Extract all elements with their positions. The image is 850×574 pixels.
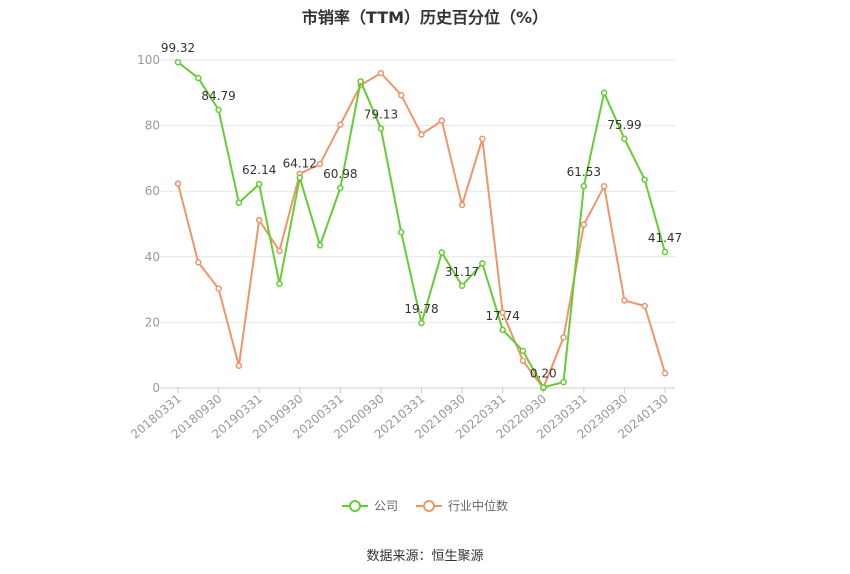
data-point-company bbox=[458, 282, 466, 290]
data-point-company bbox=[357, 78, 364, 85]
data-point-company bbox=[174, 58, 182, 66]
data-label: 99.32 bbox=[161, 41, 195, 55]
data-point-company bbox=[479, 260, 486, 267]
y-tick-label: 20 bbox=[145, 315, 160, 329]
data-point-company bbox=[377, 125, 385, 132]
data-point-industry bbox=[174, 180, 182, 187]
data-label: 62.14 bbox=[242, 163, 276, 177]
data-point-industry bbox=[377, 69, 385, 77]
data-point-company bbox=[296, 174, 303, 181]
data-point-company bbox=[519, 347, 527, 355]
data-point-industry bbox=[519, 357, 527, 365]
data-label: 17.74 bbox=[485, 309, 519, 323]
data-point-company bbox=[195, 74, 202, 82]
data-point-industry bbox=[580, 221, 588, 228]
data-label: 61.53 bbox=[567, 165, 601, 179]
data-point-company bbox=[641, 176, 648, 183]
data-point-industry bbox=[458, 201, 466, 209]
data-point-industry bbox=[499, 309, 506, 316]
legend-industry-label: 行业中位数 bbox=[448, 499, 509, 513]
data-label: 41.47 bbox=[648, 231, 682, 245]
data-label: 31.17 bbox=[445, 265, 479, 279]
y-tick-label: 0 bbox=[152, 381, 160, 395]
y-tick-label: 80 bbox=[145, 119, 160, 133]
data-label: 75.99 bbox=[607, 118, 641, 132]
data-point-industry bbox=[600, 183, 608, 190]
data-point-company bbox=[540, 384, 547, 391]
data-label: 84.79 bbox=[201, 89, 235, 103]
data-point-company bbox=[337, 184, 344, 192]
legend-item-industry[interactable]: 行业中位数 bbox=[416, 497, 508, 514]
data-label: 0.20 bbox=[530, 366, 557, 380]
data-point-industry bbox=[661, 369, 669, 377]
y-tick-label: 40 bbox=[145, 250, 160, 264]
data-point-industry bbox=[195, 259, 202, 266]
data-point-company bbox=[580, 182, 588, 190]
data-point-industry bbox=[397, 91, 405, 99]
legend: 公司 行业中位数 bbox=[0, 497, 850, 514]
data-point-industry bbox=[235, 362, 243, 369]
data-point-company bbox=[600, 89, 608, 97]
series-lines bbox=[174, 58, 669, 392]
data-label: 64.12 bbox=[283, 157, 317, 171]
data-point-industry bbox=[560, 334, 567, 341]
data-point-company bbox=[255, 180, 263, 188]
data-point-company bbox=[397, 228, 405, 236]
data-point-company bbox=[316, 242, 324, 249]
data-point-company bbox=[235, 199, 243, 206]
data-point-industry bbox=[621, 297, 628, 304]
legend-company-label: 公司 bbox=[373, 499, 398, 513]
data-point-industry bbox=[276, 247, 283, 255]
y-tick-label: 100 bbox=[137, 53, 160, 67]
data-point-company bbox=[560, 378, 567, 386]
data-point-company bbox=[499, 326, 506, 334]
y-tick-label: 60 bbox=[145, 184, 160, 198]
data-point-industry bbox=[438, 117, 446, 124]
data-point-company bbox=[418, 319, 425, 327]
data-point-industry bbox=[418, 131, 425, 138]
data-point-industry bbox=[255, 216, 263, 224]
data-point-industry bbox=[337, 121, 344, 128]
series-line-industry bbox=[177, 72, 666, 389]
data-label: 60.98 bbox=[323, 167, 357, 181]
data-point-company bbox=[621, 135, 628, 143]
data-point-company bbox=[438, 249, 446, 256]
data-point-industry bbox=[641, 302, 648, 310]
legend-item-company[interactable]: 公司 bbox=[341, 497, 398, 514]
data-source-note: 数据来源：恒生聚源 bbox=[366, 549, 484, 564]
legend-industry-swatch-icon bbox=[416, 499, 442, 513]
chart-title: 市销率（TTM）历史百分位（%） bbox=[301, 8, 549, 27]
data-point-company bbox=[661, 248, 669, 256]
data-point-company bbox=[276, 280, 283, 287]
legend-company-swatch-icon bbox=[341, 499, 368, 513]
data-point-industry bbox=[316, 160, 324, 168]
axes: 0204060801002018033120180930201903312019… bbox=[128, 53, 675, 442]
data-labels: 99.32 84.79 62.14 64.12 60.98 79.13 19.78 31.17… bbox=[161, 41, 682, 380]
data-point-industry bbox=[215, 285, 222, 292]
series-line-company bbox=[177, 61, 666, 389]
data-point-industry bbox=[479, 135, 486, 142]
data-label: 19.78 bbox=[404, 302, 438, 316]
data-point-company bbox=[215, 106, 222, 114]
data-label: 79.13 bbox=[364, 107, 398, 121]
